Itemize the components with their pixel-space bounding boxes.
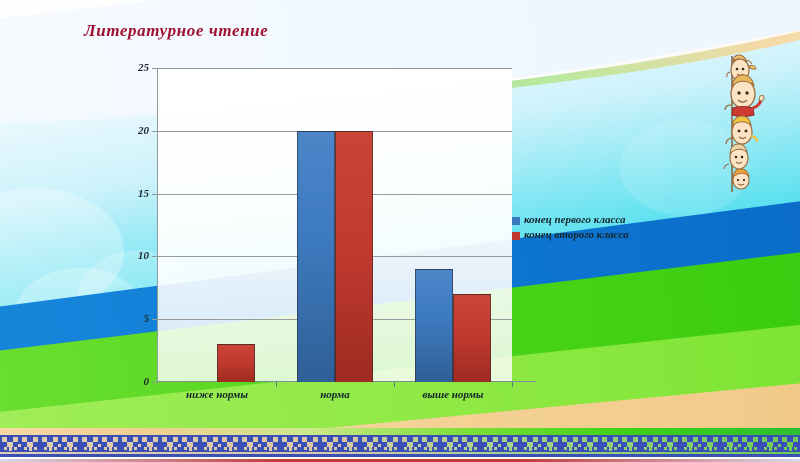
legend-color-swatch bbox=[512, 231, 520, 240]
y-axis-tick bbox=[152, 68, 158, 69]
legend-color-swatch bbox=[512, 216, 520, 225]
ornament-pattern bbox=[0, 435, 800, 457]
x-axis-tick bbox=[276, 382, 277, 387]
children-cartoon-icon bbox=[723, 54, 765, 192]
x-axis-category-label: норма bbox=[320, 389, 350, 401]
y-axis-tick bbox=[152, 382, 158, 383]
bar bbox=[453, 294, 491, 382]
y-axis-label: 5 bbox=[143, 313, 150, 326]
x-axis-tick bbox=[394, 382, 395, 387]
ornament-red-rule bbox=[0, 459, 800, 462]
y-axis-label: 10 bbox=[138, 250, 149, 263]
legend-label: конец второго класса bbox=[524, 229, 629, 241]
y-axis-label: 0 bbox=[143, 376, 150, 388]
bar bbox=[297, 130, 335, 382]
y-axis-tick bbox=[152, 193, 158, 195]
y-axis-tick bbox=[152, 256, 158, 258]
background-bubble bbox=[0, 188, 124, 314]
y-axis-tick bbox=[152, 319, 158, 321]
x-axis-category-label: ниже нормы bbox=[186, 389, 248, 401]
x-axis-tick bbox=[512, 382, 513, 387]
legend-label: конец первого класса bbox=[524, 214, 626, 226]
bar bbox=[217, 344, 255, 382]
legend-item: конец второго класса bbox=[512, 228, 629, 243]
children-illustration bbox=[712, 48, 774, 198]
bottom-ornament-border bbox=[0, 428, 800, 462]
bar bbox=[415, 268, 453, 382]
x-axis-category-label: выше нормы bbox=[422, 389, 484, 401]
legend-item: конец первого класса bbox=[512, 213, 629, 228]
gridline bbox=[158, 68, 512, 69]
chart-legend: конец первого класса конец второго класса bbox=[512, 213, 629, 243]
slide-title: Литературное чтение bbox=[84, 21, 269, 40]
bar bbox=[335, 130, 373, 382]
ornament-white-rule bbox=[0, 457, 800, 459]
y-axis-line bbox=[157, 68, 158, 382]
bar-chart: 0 5 10 15 20 25 ниже нормы норма выше нормы bbox=[126, 56, 536, 406]
y-axis-label: 25 bbox=[138, 62, 149, 74]
y-axis-tick bbox=[152, 130, 158, 132]
background-bubble bbox=[560, 300, 710, 386]
y-axis-label: 20 bbox=[138, 124, 149, 137]
chart-plot-area: 0 5 10 15 20 25 ниже нормы норма выше нормы bbox=[138, 62, 536, 401]
y-axis-label: 15 bbox=[138, 187, 149, 200]
